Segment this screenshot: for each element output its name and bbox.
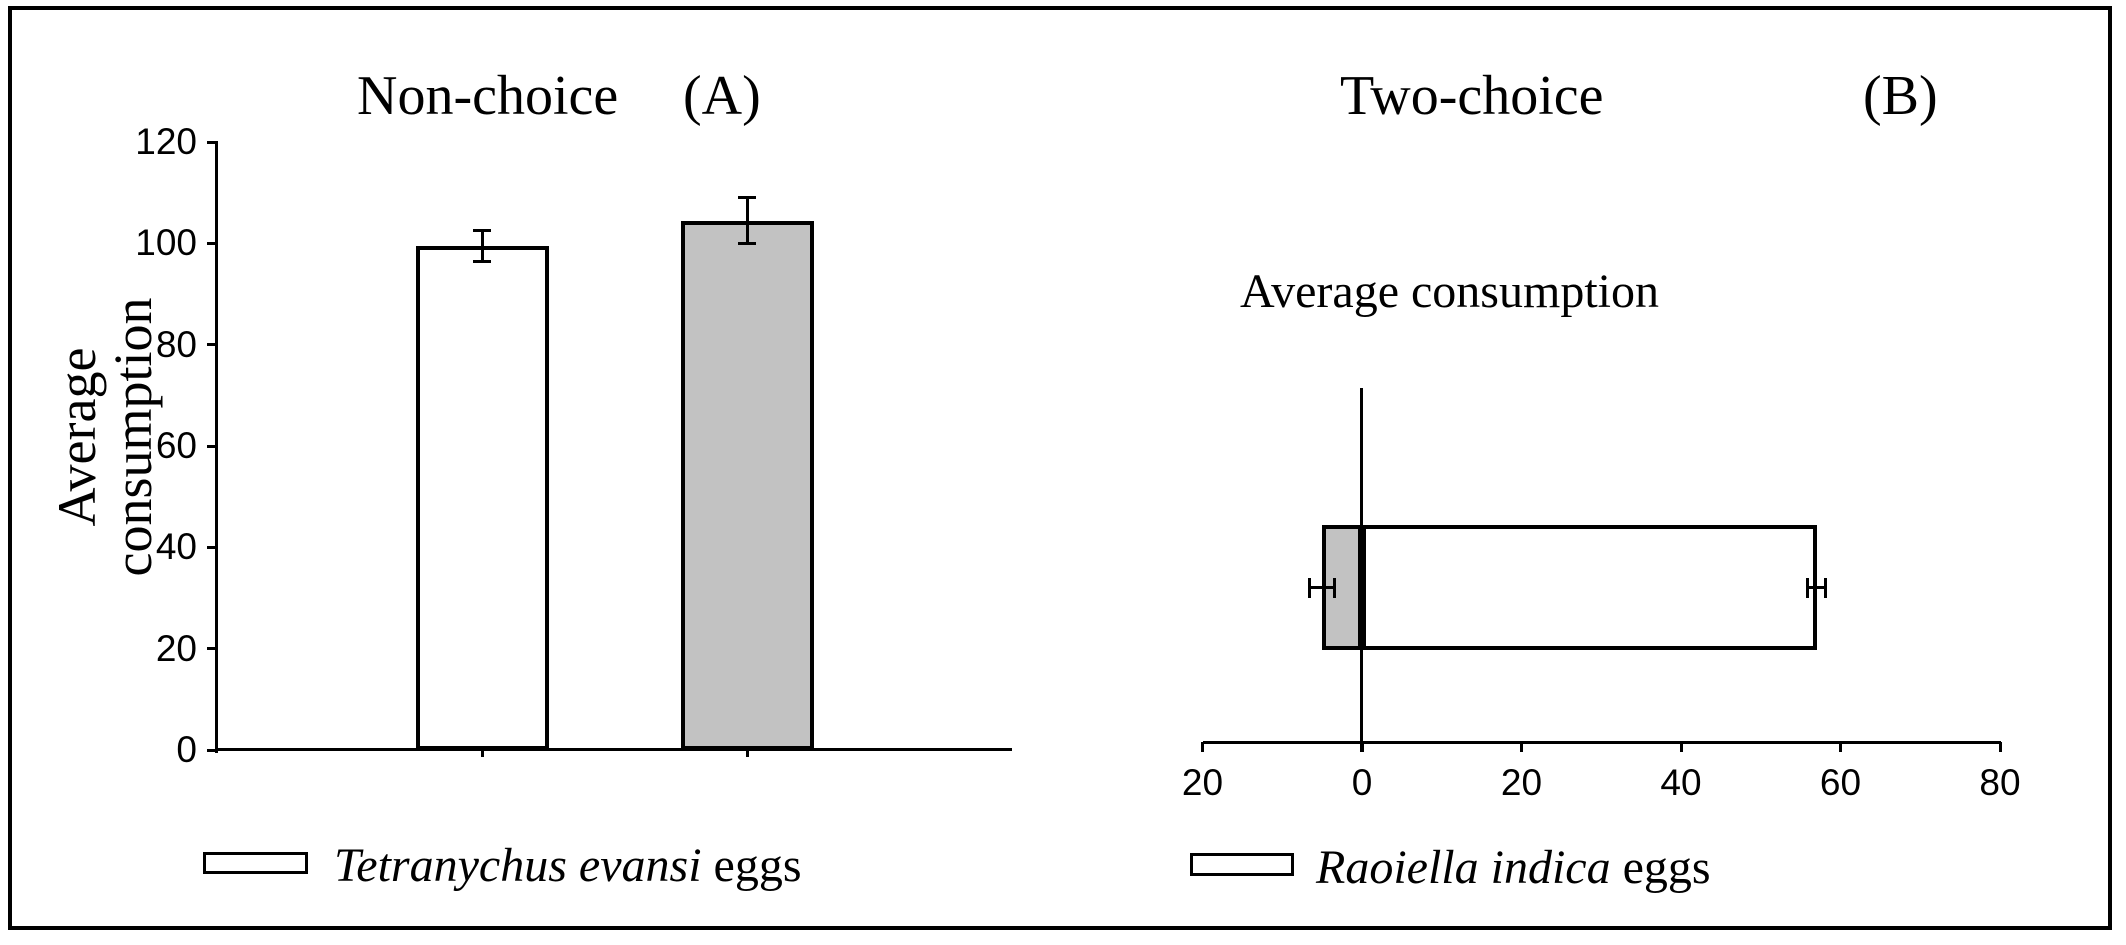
panel-a-ytick-60 [207,444,218,448]
legend-label-raoiella-indica: Raoiella indica eggs [1316,840,1711,896]
panel-b-xtick-3 [1679,742,1683,752]
panel-a-ytick-40 [207,545,218,549]
panel-b-errorbar-line-1 [1807,586,1826,589]
panel-b-x-axis [1203,741,2001,744]
panel-b-bar-1 [1362,525,1817,650]
panel-a-x-axis [215,748,1012,751]
panel-b-xtick-label-0: 20 [1181,762,1224,803]
panel-a-ytick-20 [207,647,218,651]
legend-suffix-b: eggs [1610,841,1711,894]
panel-a-xtick-0 [480,750,484,757]
panel-a-errorbar-line-0 [480,230,484,262]
panel-a-ytick-100 [207,241,218,245]
panel-a-label: (A) [683,65,761,127]
panel-b-xtick-5 [1998,742,2002,752]
panel-a-ytick-label-40: 40 [155,526,197,568]
panel-b-xtick-label-2: 20 [1500,762,1543,803]
panel-a-ytick-80 [207,343,218,347]
panel-b-xtick-label-1: 0 [1351,762,1373,803]
panel-b-title: Two-choice [1340,65,1604,127]
panel-a-title: Non-choice [357,65,619,127]
panel-a-ytick-label-80: 80 [155,323,197,365]
panel-b-xtick-label-4: 60 [1819,762,1862,803]
panel-a-xtick-1 [745,750,749,757]
panel-a-errorbar-cap-top-0 [473,229,491,233]
legend-label-tetranychus-evansi: Tetranychus evansi eggs [334,838,802,894]
panel-a-y-axis [215,142,218,753]
panel-b-xtick-label-5: 80 [1979,762,2021,803]
panel-b-xtick-2 [1520,742,1523,752]
panel-b-annotation: Average consumption [1240,265,1659,318]
panel-b-xtick-1 [1360,742,1364,752]
legend-taxon-b: Raoiella indica [1316,841,1611,894]
panel-a-bar-0 [415,245,549,750]
panel-a-errorbar-cap-bottom-0 [473,259,491,263]
panel-a-ytick-label-20: 20 [155,627,197,669]
panel-b-xtick-0 [1201,742,1204,752]
panel-b-xtick-4 [1839,742,1842,752]
panel-a-bar-1 [680,220,814,750]
legend-swatch-tetranychus-evansi [203,852,308,874]
panel-a-ytick-label-60: 60 [155,425,197,466]
panel-a-errorbar-cap-bottom-1 [738,241,756,245]
panel-b-errorbar-cap-right-0 [1333,577,1337,598]
panel-a-ytick-120 [207,140,218,144]
panel-b-label: (B) [1863,65,1938,127]
panel-a-ytick-label-0: 0 [176,729,197,770]
panel-b-errorbar-cap-left-1 [1806,577,1810,598]
panel-b-errorbar-cap-right-1 [1823,577,1827,598]
panel-a-errorbar-line-1 [745,197,749,244]
panel-b-errorbar-line-0 [1309,586,1335,589]
panel-a-ytick-0 [207,748,218,752]
figure-border [8,6,2112,930]
panel-a-ytick-label-120: 120 [135,121,197,162]
legend-taxon-a: Tetranychus evansi [334,839,702,892]
legend-suffix-a: eggs [701,839,802,892]
legend-swatch-raoiella-indica [1190,853,1294,876]
panel-b-xtick-label-3: 40 [1660,762,1702,803]
panel-a-errorbar-cap-top-1 [738,196,756,200]
panel-b-errorbar-cap-left-0 [1307,577,1311,598]
panel-a-ytick-label-100: 100 [135,222,197,264]
